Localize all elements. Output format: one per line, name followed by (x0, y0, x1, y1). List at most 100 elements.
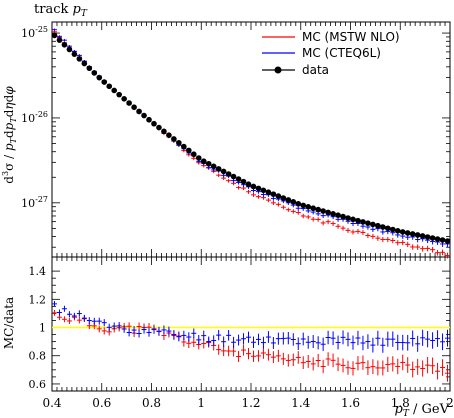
data-point (320, 208, 326, 214)
data-point (414, 232, 421, 238)
chart-title: track pT (34, 2, 88, 19)
data-point (350, 216, 356, 223)
data-point (220, 168, 227, 175)
data-point (250, 183, 257, 190)
data-point (275, 193, 282, 199)
y-tick-label: 10-25 (21, 25, 48, 40)
data-point (325, 209, 331, 216)
data-point (181, 143, 187, 150)
ratio-plot-frame (51, 256, 451, 392)
data-point (235, 176, 242, 182)
data-point (245, 181, 252, 188)
data-point (360, 219, 366, 225)
data-point (76, 56, 83, 62)
data-point (385, 225, 391, 232)
data-point (429, 235, 436, 241)
y-tick-label: 10-27 (21, 195, 48, 210)
main-axis-ticks: 10-25 10-26 10-27 (21, 22, 451, 257)
data-point (161, 128, 167, 135)
legend: MC (MSTW NLO) MC (CTEQ6L) data (262, 30, 400, 77)
x-tick-label: 2 (446, 396, 454, 410)
data-point (409, 231, 416, 237)
x-tick-label: 0.8 (142, 396, 161, 410)
x-tick-label: 1.2 (241, 396, 260, 410)
y-tick-label: 0.6 (29, 378, 47, 391)
x-tick-label: 0.4 (42, 396, 61, 410)
x-tick-label: 1.8 (391, 396, 410, 410)
data-point (330, 211, 336, 217)
data-point (101, 79, 108, 85)
data-point (106, 83, 113, 90)
data-point (295, 200, 302, 207)
x-tick-label: 1.6 (341, 396, 360, 410)
data-point (280, 195, 287, 201)
legend-label-mstw: MC (MSTW NLO) (302, 30, 400, 44)
data-point (444, 238, 451, 244)
data-point (96, 74, 103, 81)
data-point (215, 166, 222, 172)
data-point (265, 189, 272, 196)
legend-label-data: data (302, 63, 329, 77)
data-point (255, 185, 262, 192)
data-point (51, 32, 58, 39)
data-point (210, 163, 217, 170)
data-point (171, 136, 177, 142)
data-point (121, 96, 127, 102)
data-point (151, 120, 157, 127)
data-point (290, 199, 297, 205)
data-point (285, 197, 292, 203)
data-point (270, 191, 277, 197)
legend-marker-data-dot (274, 66, 282, 74)
data-point (136, 108, 142, 115)
data-point (86, 65, 93, 72)
data-point (340, 213, 346, 220)
data-point (335, 212, 341, 219)
data-point (315, 206, 321, 213)
y-tick-label: 10-26 (21, 110, 48, 125)
main-plot-frame (51, 21, 451, 258)
x-tick-label: 1 (197, 396, 205, 410)
data-point (355, 217, 361, 224)
data-point (91, 70, 98, 76)
data-point (126, 100, 132, 106)
data-point (424, 234, 431, 240)
main-y-axis-label: d3σ / pTdpTdηdφ (1, 86, 18, 184)
data-point (300, 202, 307, 209)
data-point (116, 91, 122, 98)
data-point (310, 205, 316, 212)
main-data-points (51, 28, 451, 259)
x-tick-label: 0.6 (92, 396, 111, 410)
data-point (56, 37, 63, 43)
data-point (225, 171, 232, 177)
data-point (389, 226, 396, 233)
data-point (81, 60, 88, 67)
data-point (61, 41, 68, 48)
data-point (404, 230, 411, 236)
data-point (166, 132, 172, 138)
ratio-y-axis-label: MC/data (2, 297, 16, 349)
ratio-axis-ticks: 0.4 0.6 0.8 1 1.2 1.4 1.6 1.8 2 0.6 0.8 1 1.2 1.4 (29, 257, 454, 410)
y-tick-label: 1.4 (29, 265, 47, 278)
data-point (439, 237, 446, 243)
data-point (111, 87, 117, 94)
data-point (365, 220, 371, 226)
data-point (131, 104, 137, 110)
data-point (190, 151, 197, 158)
data-point (71, 51, 78, 57)
data-point (186, 147, 192, 154)
data-point (156, 124, 162, 131)
ratio-data-points (52, 301, 450, 382)
legend-label-cteq: MC (CTEQ6L) (302, 46, 381, 60)
data-point (146, 116, 152, 123)
data-point (230, 173, 237, 180)
data-point (66, 46, 73, 53)
data-point (345, 215, 351, 221)
data-point (434, 236, 441, 242)
data-point (394, 228, 401, 234)
data-point (141, 112, 147, 119)
y-tick-label: 1.2 (29, 293, 47, 306)
data-point (195, 155, 202, 161)
data-point (176, 139, 182, 146)
x-tick-label: 1.4 (291, 396, 310, 410)
y-tick-label: 1 (39, 322, 46, 335)
